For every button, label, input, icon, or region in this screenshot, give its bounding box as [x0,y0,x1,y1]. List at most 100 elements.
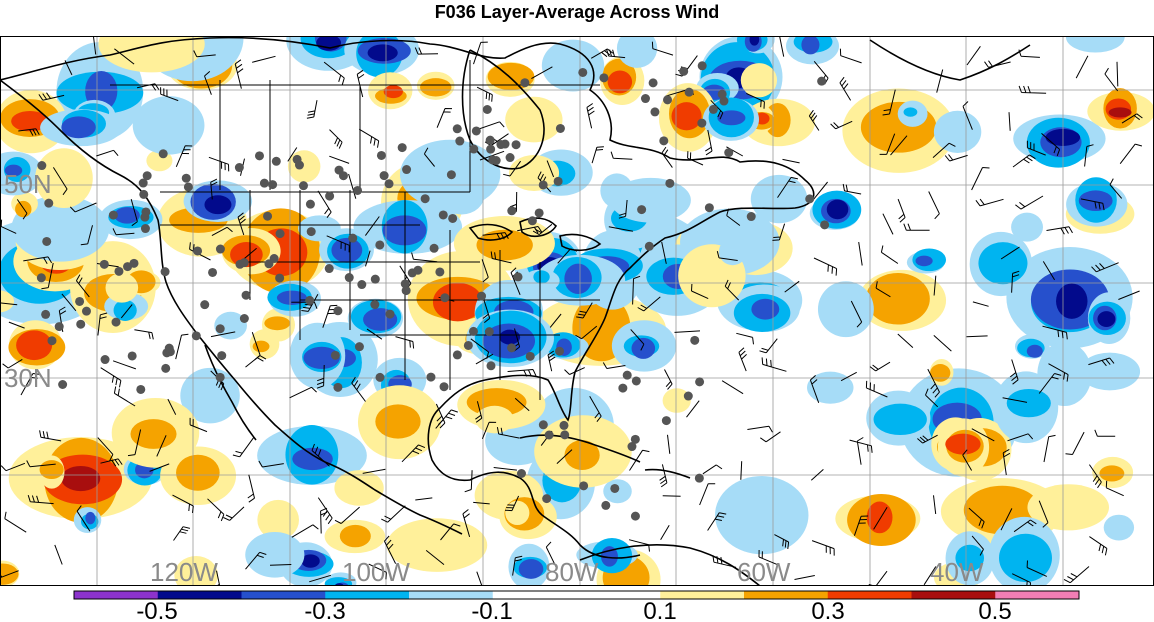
wind-barb [287,147,298,162]
station-marker [695,377,705,387]
station-marker [215,372,225,382]
station-marker [538,420,548,430]
wind-barb [1080,198,1105,211]
wind-barb [291,524,319,538]
station-marker [511,140,521,150]
station-marker [477,291,487,301]
wind-barb [329,129,343,149]
station-marker [215,324,225,334]
wind-barb [112,360,137,370]
wind-barb [18,128,40,136]
wind-barb [1038,373,1062,394]
contour-fill [16,330,53,361]
contour-fill [98,36,205,73]
wind-barb [2,358,23,369]
wind-barb [1026,140,1046,156]
station-marker [305,199,315,209]
station-marker [468,326,478,336]
station-marker [275,273,285,283]
wind-barb [414,47,439,55]
wind-barb [401,444,426,463]
station-marker [376,150,386,160]
wind-barb [575,325,598,340]
wind-barb [586,103,595,129]
wind-barb [114,48,135,65]
wind-barb [932,142,956,158]
contour-fill [807,371,854,404]
contour-fill [257,499,299,540]
wind-barb [120,304,133,319]
wind-barb [175,333,189,360]
wind-barb [808,109,820,131]
wind-barb [576,302,593,319]
wind-barb [726,208,741,226]
wind-barb [830,120,853,130]
wind-barb [549,313,562,328]
station-marker [544,430,554,440]
contour-fill [15,200,32,218]
wind-barb [1038,500,1049,528]
wind-barb [971,167,990,191]
wind-barb [564,367,585,375]
wind-barbs [0,36,1143,586]
contour-fill [4,164,23,177]
wind-barb [215,570,221,586]
wind-barb [777,176,799,198]
station-marker [181,173,191,183]
station-marker [100,355,110,365]
contour-fill [204,195,232,215]
station-marker [555,123,565,133]
wind-barb [207,498,225,522]
wind-barb [736,332,754,345]
wind-barb [975,198,1004,207]
wind-barb [189,417,208,433]
station-marker [507,206,517,216]
wind-barb [245,355,267,368]
station-marker [357,280,367,290]
wind-barb [475,401,483,423]
contour-fill [287,150,321,183]
wind-barb [210,178,218,200]
wind-barb [512,555,523,576]
colorbar-box [157,591,242,599]
wind-barb [839,76,852,101]
station-marker [375,372,385,382]
station-marker [486,144,496,154]
station-marker [161,363,171,373]
contour-fill [610,177,691,223]
contour-fill [301,554,320,568]
wind-barb [482,232,509,240]
station-marker [275,229,285,239]
wind-barb [475,353,494,365]
station-marker [542,494,552,504]
wind-barb [26,460,56,468]
wind-barb [496,427,520,439]
station-marker [136,384,146,394]
wind-barb [425,550,445,565]
wind-barb [149,463,170,472]
wind-barb [476,571,483,586]
wind-barb [936,69,944,93]
lat-label-30n: 30N [4,363,52,393]
station-marker [484,327,494,337]
wind-barb [64,60,73,76]
wind-barb [1104,67,1119,92]
wind-barb [925,388,939,408]
contour-fill [61,116,96,139]
wind-barb [1088,357,1115,367]
wind-barb [664,369,673,390]
wind-barb [869,361,891,372]
wind-barb [1089,536,1108,556]
station-marker [697,61,707,71]
wind-barb [193,50,216,58]
wind-barb [351,376,366,402]
station-marker [330,350,340,360]
wind-barb [661,146,673,168]
wind-barb [481,421,497,439]
station-marker [305,295,315,305]
contour-fill [382,215,427,246]
wind-barb [204,71,212,95]
station-marker [553,176,563,186]
wind-barb [80,225,93,246]
station-marker [578,67,588,77]
